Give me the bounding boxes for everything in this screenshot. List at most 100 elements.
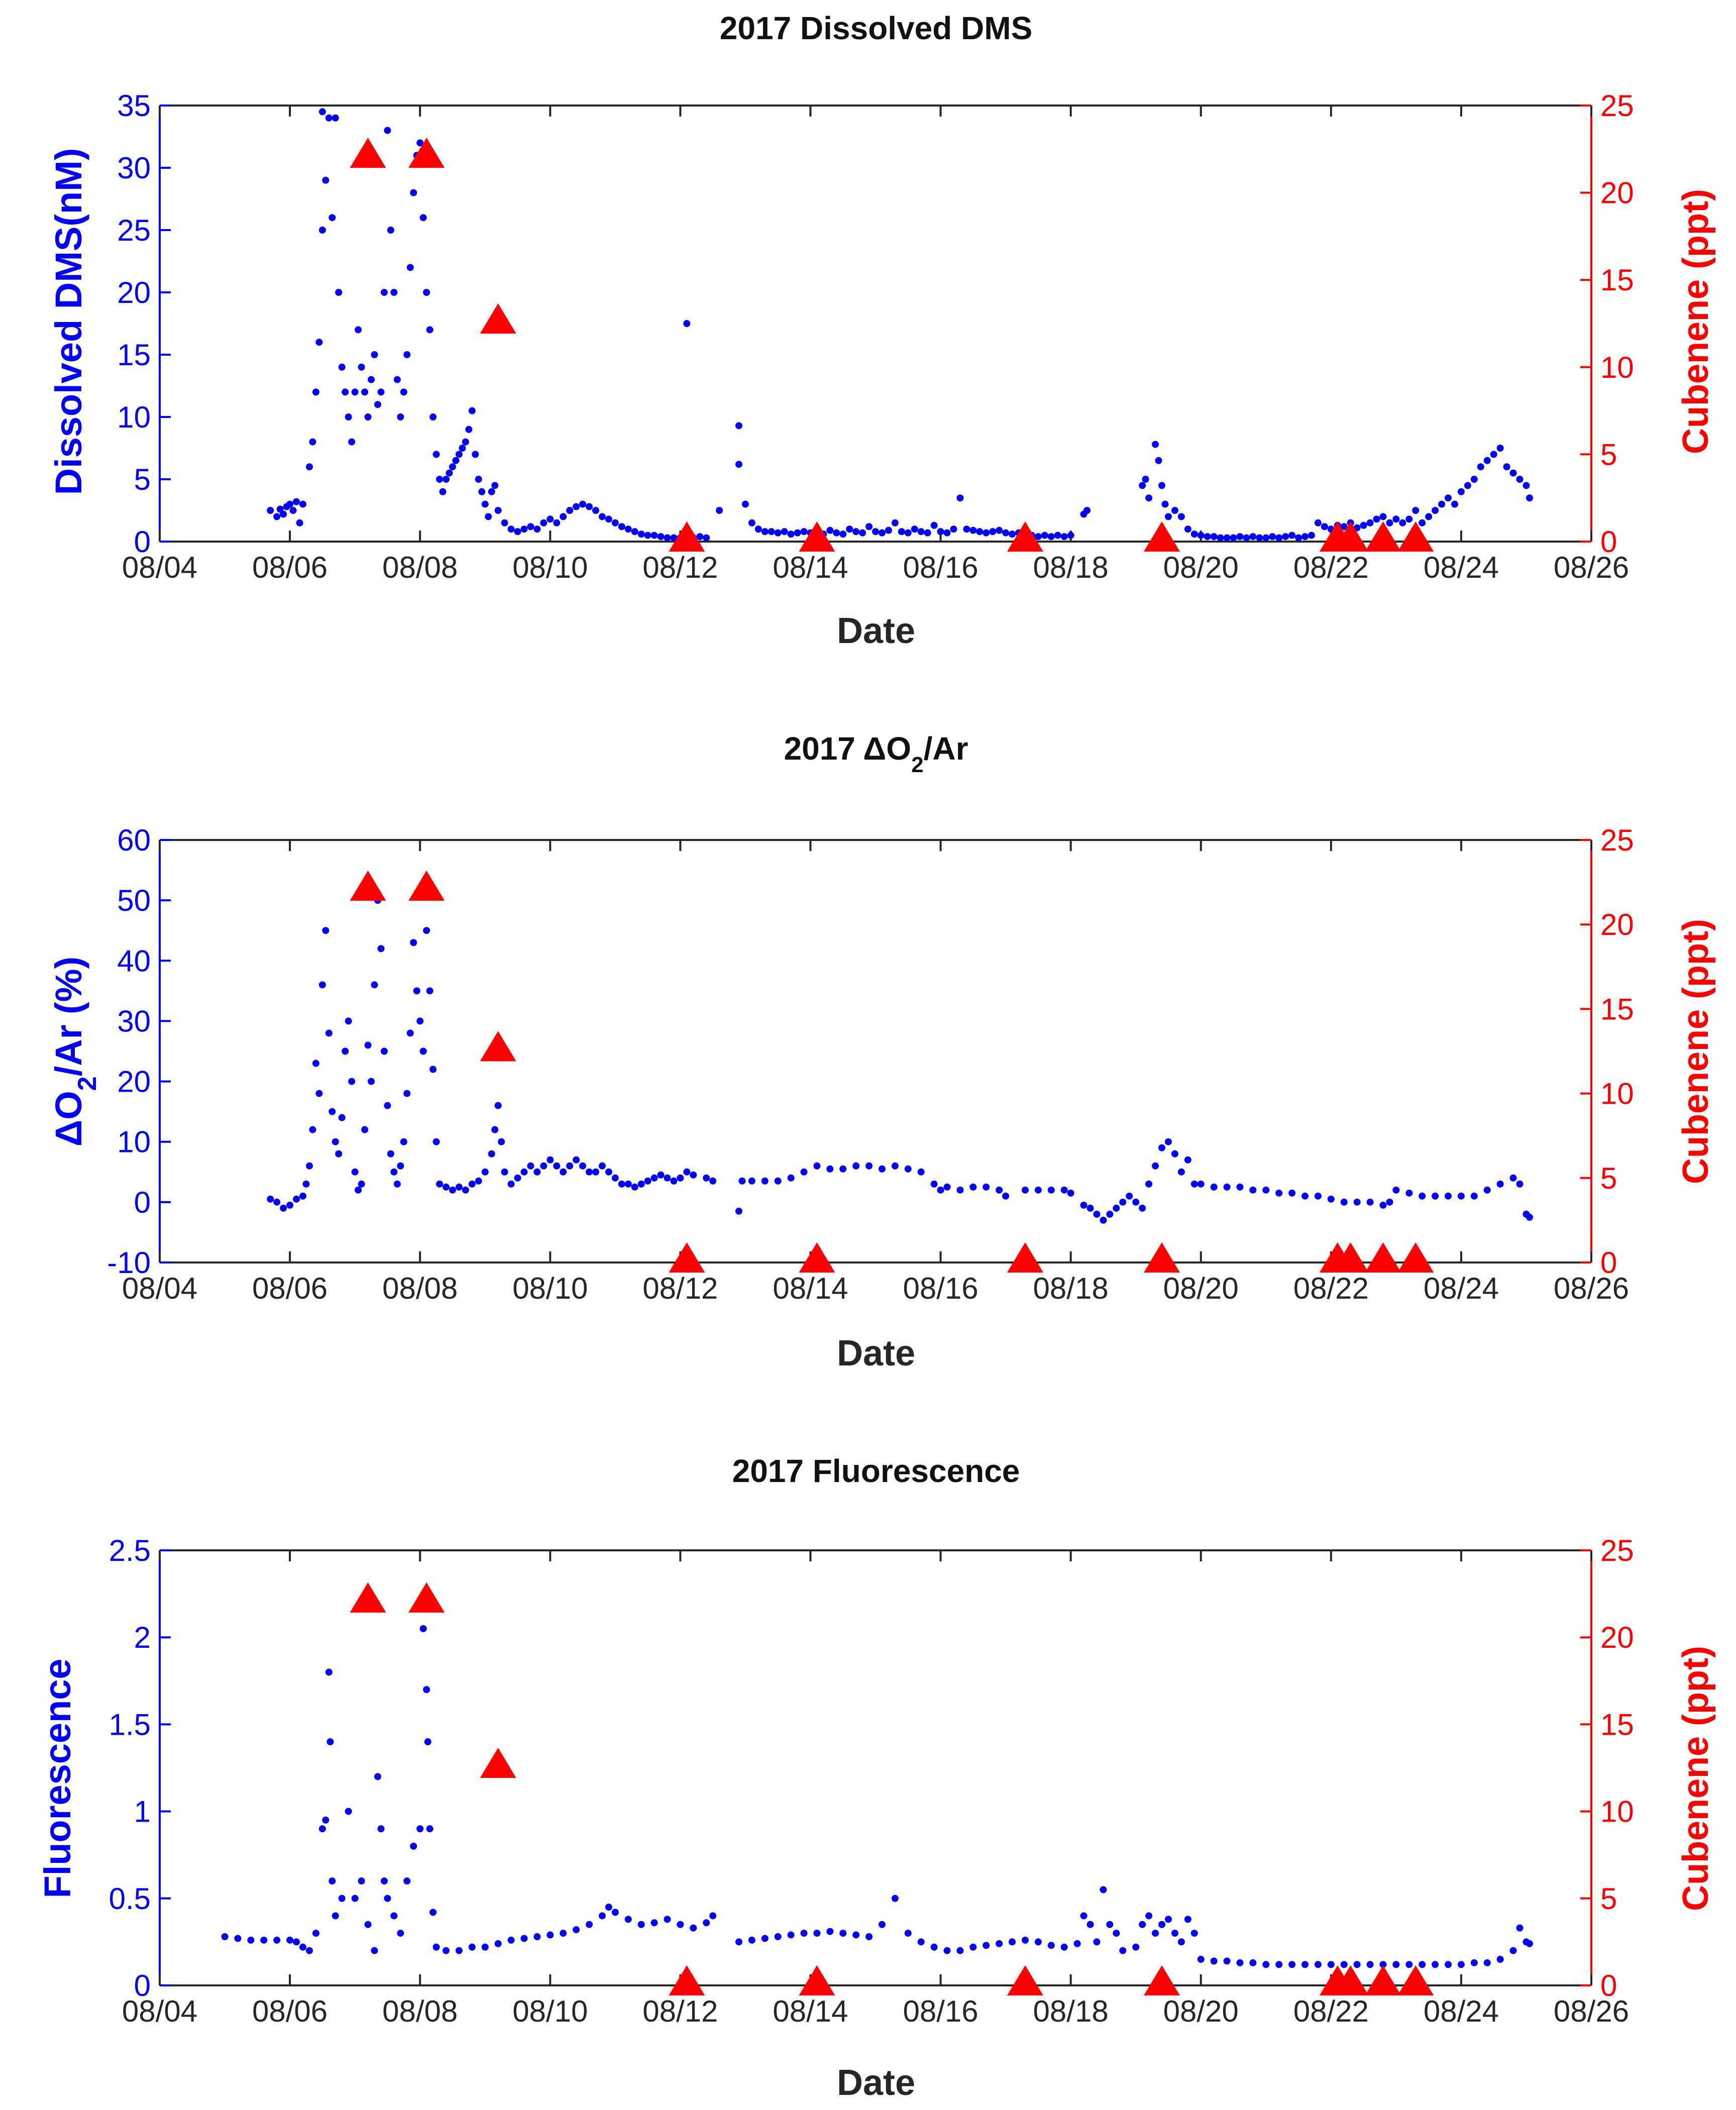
data-point <box>305 1947 313 1954</box>
data-point <box>774 1177 782 1185</box>
data-point <box>618 1180 625 1188</box>
data-point <box>1470 476 1478 483</box>
data-point <box>1445 1961 1452 1968</box>
data-point <box>1034 1186 1042 1194</box>
data-point <box>302 1180 310 1188</box>
data-point <box>410 189 417 196</box>
data-point <box>1457 1192 1465 1200</box>
data-point <box>1158 482 1165 489</box>
data-point <box>296 519 303 526</box>
data-point <box>1496 1180 1504 1188</box>
data-point <box>586 1168 593 1176</box>
data-point <box>1379 1201 1387 1209</box>
data-point <box>709 1177 717 1185</box>
series-data-points <box>267 108 1533 542</box>
data-point <box>406 1029 414 1037</box>
x-axis-label: Date <box>837 611 915 651</box>
data-point <box>1516 1180 1524 1188</box>
y-tick-label-right: 5 <box>1600 1162 1617 1195</box>
data-point <box>527 1162 534 1170</box>
data-point <box>1177 1938 1185 1946</box>
data-point <box>449 1186 456 1194</box>
data-point <box>1405 1189 1413 1197</box>
data-point <box>872 528 879 536</box>
cubenene-triangle-marker <box>350 1582 386 1613</box>
data-point <box>1432 507 1439 514</box>
y-tick-label-right: 15 <box>1600 263 1634 297</box>
data-point <box>426 987 433 995</box>
data-point <box>384 127 391 134</box>
data-point <box>1184 525 1191 533</box>
y-tick-label-left: 0 <box>134 1186 151 1219</box>
y-tick-label-left: 30 <box>117 1004 151 1038</box>
data-point <box>374 401 381 408</box>
data-point <box>839 1930 847 1937</box>
data-point <box>904 1930 912 1937</box>
data-point <box>547 515 554 523</box>
x-tick-label: 08/10 <box>512 551 588 584</box>
data-point <box>592 507 599 514</box>
cubenene-triangle-marker <box>350 138 386 168</box>
data-point <box>1412 507 1420 514</box>
data-point <box>387 227 394 234</box>
data-point <box>787 531 795 538</box>
data-point <box>462 1186 469 1194</box>
data-point <box>533 1933 541 1941</box>
data-point <box>318 1825 326 1833</box>
data-point <box>1142 476 1149 483</box>
data-point <box>573 503 580 510</box>
data-point <box>735 1207 742 1215</box>
data-point <box>1516 1924 1524 1932</box>
data-point <box>423 1686 430 1694</box>
data-point <box>1526 494 1533 502</box>
y-tick-label-left: 40 <box>117 944 151 978</box>
data-point <box>1021 1186 1029 1194</box>
cubenene-triangle-marker <box>1397 1242 1434 1273</box>
data-point <box>377 388 385 396</box>
data-point <box>289 507 297 514</box>
data-point <box>664 534 671 542</box>
y-tick-label-right: 5 <box>1600 1882 1617 1916</box>
cubenene-triangle-marker <box>1332 521 1369 552</box>
data-point <box>305 1162 313 1170</box>
data-point <box>650 1174 658 1182</box>
data-point <box>432 1943 440 1951</box>
data-point <box>1379 513 1387 520</box>
data-point <box>361 1126 369 1133</box>
cubenene-triangle-marker <box>480 303 516 334</box>
data-point <box>930 1180 938 1188</box>
data-point <box>865 523 873 531</box>
y-tick-label-right: 5 <box>1600 438 1617 471</box>
data-point <box>1470 1192 1478 1200</box>
data-point <box>989 528 997 536</box>
data-point <box>1419 1961 1426 1968</box>
data-point <box>325 114 333 122</box>
data-point <box>322 927 330 934</box>
data-point <box>348 438 356 446</box>
data-point <box>670 1177 678 1185</box>
data-point <box>507 1936 515 1944</box>
data-point <box>1021 1936 1029 1944</box>
data-point <box>611 1174 619 1182</box>
data-point <box>904 1165 912 1173</box>
y-tick-label-left: 2.5 <box>109 1534 151 1567</box>
data-point <box>1009 531 1016 538</box>
data-point <box>514 528 521 536</box>
data-point <box>312 388 319 396</box>
data-point <box>443 1183 450 1191</box>
data-point <box>560 513 567 520</box>
data-point <box>1275 1961 1283 1968</box>
data-point <box>332 1138 339 1145</box>
data-point <box>416 139 424 147</box>
cubenene-triangle-marker <box>799 521 835 552</box>
x-tick-label: 08/16 <box>903 551 978 584</box>
data-point <box>380 1877 388 1885</box>
y-tick-label-right: 0 <box>1600 525 1617 559</box>
x-tick-label: 08/06 <box>252 1994 328 2028</box>
data-point <box>403 351 411 358</box>
data-point <box>833 529 840 537</box>
data-point <box>465 426 473 433</box>
data-point <box>1087 1204 1094 1212</box>
x-tick-label: 08/22 <box>1293 1272 1369 1305</box>
